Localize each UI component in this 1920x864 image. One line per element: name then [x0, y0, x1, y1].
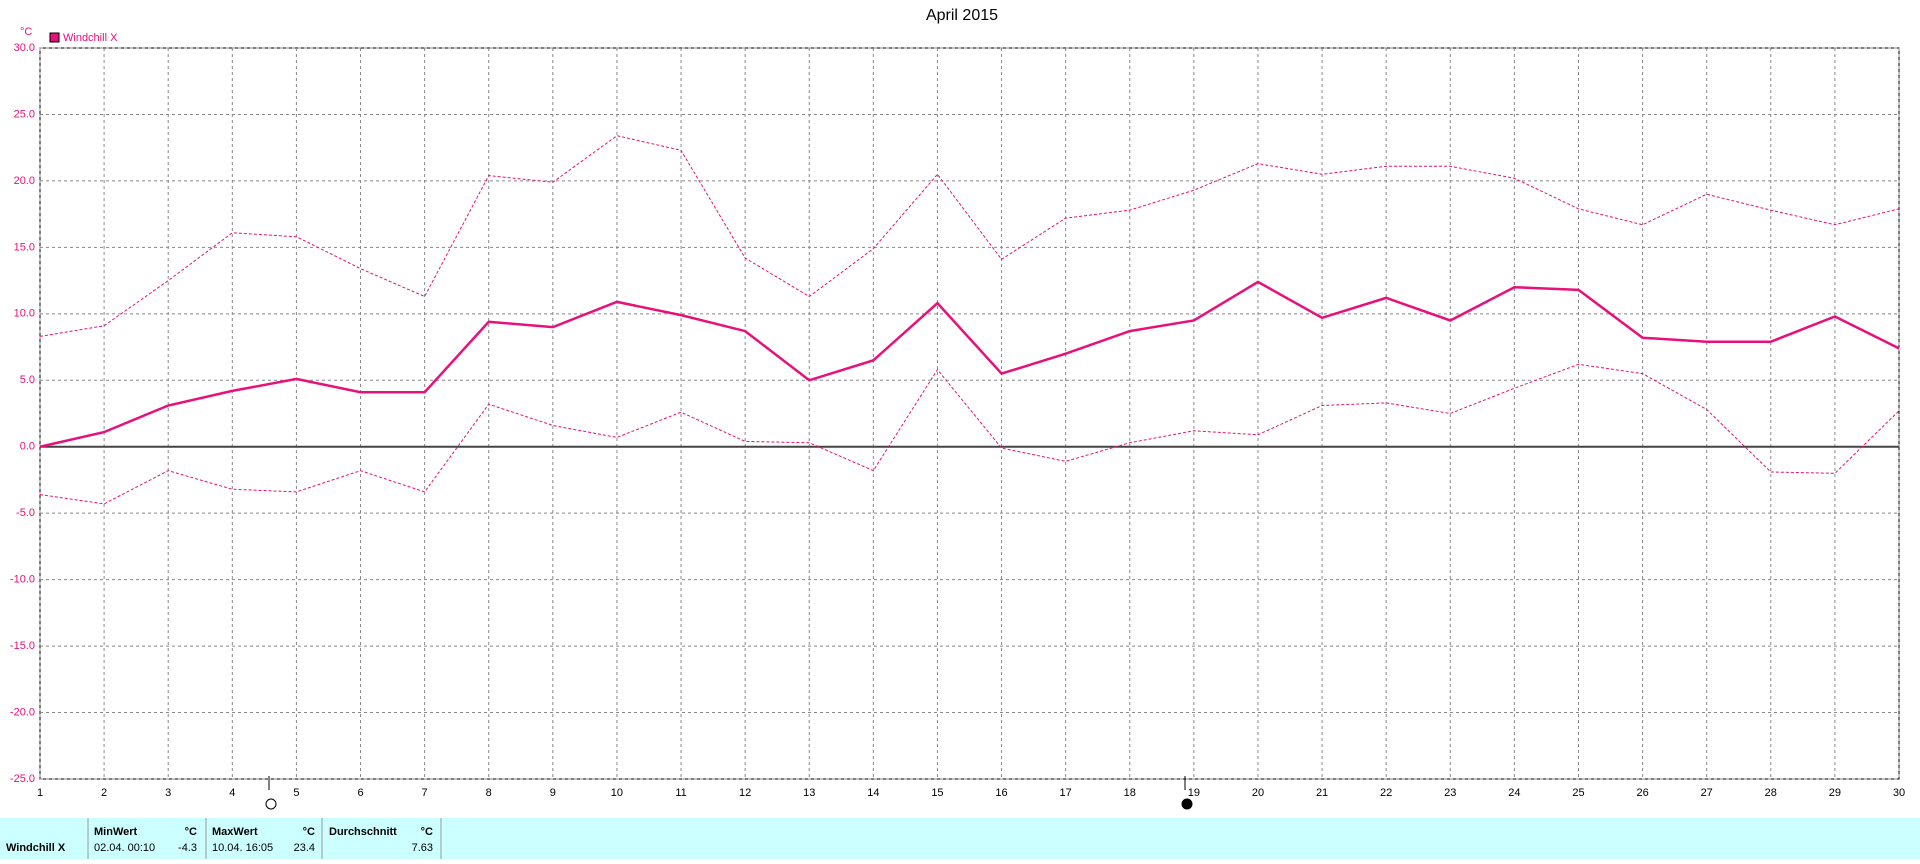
x-tick-label: 17 [1060, 787, 1072, 799]
series-line [39, 280, 1900, 448]
stats-header: MinWert [94, 826, 138, 838]
x-tick-label: 12 [739, 787, 751, 799]
y-axis-unit: °C [20, 26, 32, 38]
stats-value: 23.4 [294, 842, 315, 854]
marker-circle [265, 798, 277, 810]
stats-table: Windchill X MinWert °C 02.04. 00:10 -4.3… [0, 818, 1920, 859]
legend-label: Windchill X [63, 32, 118, 44]
x-tick-label: 22 [1380, 787, 1392, 799]
x-tick-label: 19 [1188, 787, 1200, 799]
stats-time: 10.04. 16:05 [212, 842, 273, 854]
chart-title: April 2015 [926, 7, 998, 24]
legend-swatch [49, 32, 60, 43]
x-tick-label: 24 [1508, 787, 1520, 799]
x-tick-label: 11 [675, 787, 686, 799]
x-tick-label: 28 [1765, 787, 1777, 799]
x-tick-label: 18 [1124, 787, 1136, 799]
series-line [39, 135, 1900, 337]
stats-time: 02.04. 00:10 [94, 842, 155, 854]
stats-unit: °C [185, 826, 197, 838]
y-tick-label: 15.0 [14, 241, 35, 253]
stats-unit: °C [303, 826, 315, 838]
axis-markers [265, 776, 1193, 810]
x-tick-label: 2 [101, 787, 107, 799]
y-tick-label: -20.0 [10, 706, 35, 718]
plot-area: -25.0 -20.0 -15.0 -10.0 -5.0 0.0 5.0 10.0 15.0 20… [10, 42, 1905, 799]
x-tick-label: 27 [1701, 787, 1713, 799]
stats-header: Durchschnitt [329, 826, 397, 838]
y-tick-label: 10.0 [14, 308, 35, 320]
x-tick-label: 9 [550, 787, 556, 799]
y-tick-label: 30.0 [14, 42, 35, 54]
stats-value: 7.63 [412, 842, 433, 854]
stats-name: Windchill X [6, 842, 66, 854]
x-tick-label: 23 [1444, 787, 1456, 799]
x-tick-label: 15 [931, 787, 943, 799]
x-tick-label: 5 [293, 787, 299, 799]
x-tick-label: 3 [165, 787, 171, 799]
stats-header: MaxWert [212, 826, 258, 838]
y-tick-label: -25.0 [10, 773, 35, 785]
stats-unit: °C [421, 826, 433, 838]
x-tick-label: 13 [803, 787, 815, 799]
x-tick-label: 16 [995, 787, 1007, 799]
x-tick-label: 7 [422, 787, 428, 799]
x-tick-label: 26 [1636, 787, 1648, 799]
y-tick-label: 20.0 [14, 175, 35, 187]
stats-value: -4.3 [178, 842, 197, 854]
y-tick-label: 5.0 [20, 374, 35, 386]
y-tick-label: -10.0 [10, 574, 35, 586]
y-tick-label: 0.0 [20, 441, 35, 453]
x-tick-label: 29 [1829, 787, 1841, 799]
y-tick-label: -15.0 [10, 640, 35, 652]
x-tick-label: 10 [611, 787, 623, 799]
marker-circle [1181, 798, 1193, 810]
x-tick-label: 4 [229, 787, 235, 799]
x-tick-label: 14 [867, 787, 879, 799]
stats-background [0, 818, 1920, 859]
x-tick-label: 1 [37, 787, 43, 799]
x-tick-label: 21 [1316, 787, 1328, 799]
plot-frame [39, 47, 1900, 780]
x-tick-label: 20 [1252, 787, 1264, 799]
x-tick-label: 8 [486, 787, 492, 799]
x-tick-label: 6 [357, 787, 363, 799]
x-tick-label: 30 [1893, 787, 1905, 799]
x-tick-label: 25 [1572, 787, 1584, 799]
y-tick-label: -5.0 [16, 507, 35, 519]
y-tick-label: 25.0 [14, 108, 35, 120]
